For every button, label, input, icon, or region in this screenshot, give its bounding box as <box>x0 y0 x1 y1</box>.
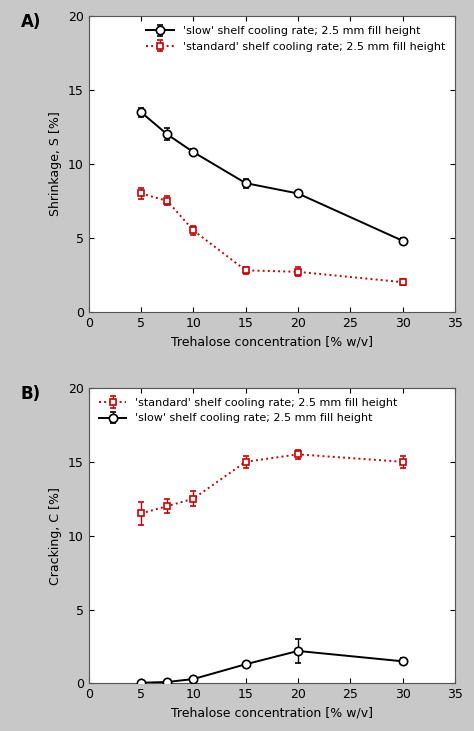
Text: B): B) <box>21 385 41 403</box>
Text: A): A) <box>21 13 41 31</box>
Legend: 'slow' shelf cooling rate; 2.5 mm fill height, 'standard' shelf cooling rate; 2.: 'slow' shelf cooling rate; 2.5 mm fill h… <box>141 22 449 56</box>
Legend: 'standard' shelf cooling rate; 2.5 mm fill height, 'slow' shelf cooling rate; 2.: 'standard' shelf cooling rate; 2.5 mm fi… <box>94 393 402 428</box>
X-axis label: Trehalose concentration [% w/v]: Trehalose concentration [% w/v] <box>171 335 373 348</box>
Y-axis label: Shrinkage, S [%]: Shrinkage, S [%] <box>49 112 63 216</box>
Y-axis label: Cracking, C [%]: Cracking, C [%] <box>49 487 63 585</box>
X-axis label: Trehalose concentration [% w/v]: Trehalose concentration [% w/v] <box>171 707 373 720</box>
